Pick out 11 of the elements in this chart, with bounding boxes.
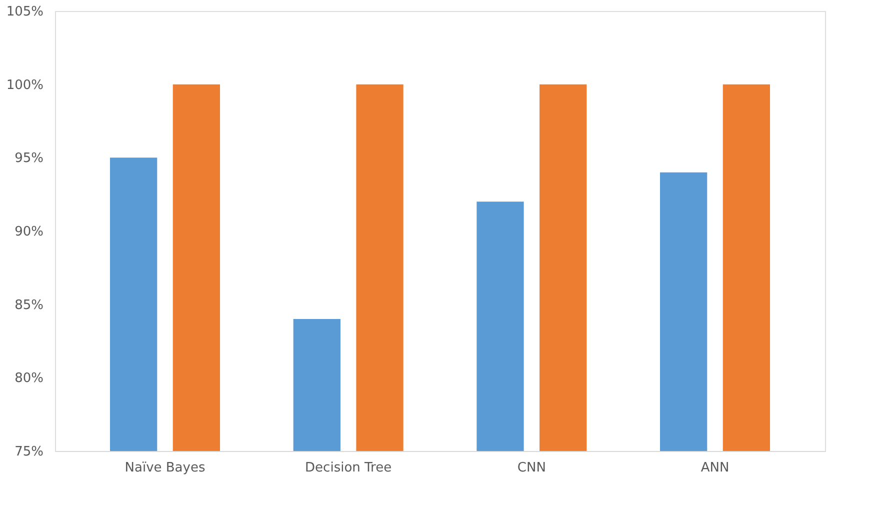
y-tick-label: 105% (6, 4, 44, 20)
y-tick-label: 90% (14, 224, 44, 240)
x-tick-label: Decision Tree (305, 460, 392, 476)
x-tick-label: Naïve Bayes (124, 460, 206, 476)
y-tick-label: 95% (14, 151, 44, 166)
x-tick-label: ANN (700, 460, 730, 476)
y-tick-label: 80% (14, 371, 44, 386)
y-tick-label: 100% (6, 78, 44, 93)
y-tick-label: 85% (14, 298, 44, 313)
y-tick-label: 75% (14, 444, 44, 460)
x-tick-label: CNN (517, 460, 546, 476)
